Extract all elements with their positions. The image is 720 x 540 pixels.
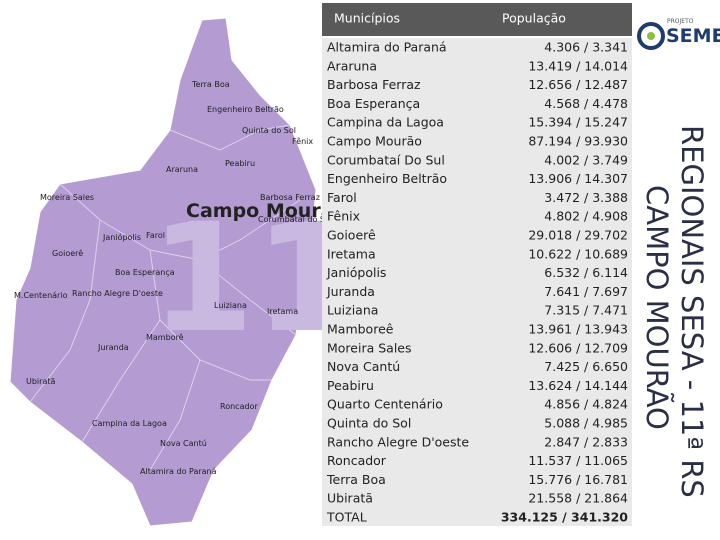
populacao-cell: 21.558 / 21.864 [528,491,628,506]
populacao-cell: 7.641 / 7.697 [544,284,628,299]
populacao-cell: 4.856 / 4.824 [544,397,628,412]
populacao-cell: 7.315 / 7.471 [544,303,628,318]
map-label: Altamira do Paraná [140,467,217,476]
total-value: 334.125 / 341.320 [501,510,628,525]
populacao-cell: 6.532 / 6.114 [544,265,628,280]
table-rows: Altamira do Paraná 4.306 / 3.341 Araruna 13… [326,40,628,525]
map-label: Engenheiro Beltrão [207,105,284,114]
logo: PROJETO SEMEAR [637,18,720,50]
map-label: Nova Cantú [160,439,207,448]
populacao-cell: 11.537 / 11.065 [528,453,628,468]
municipio-cell: Janiópolis [326,265,386,280]
populacao-cell: 15.394 / 15.247 [528,115,628,130]
map-label: Corumbataí do Sul [258,215,332,224]
map-label: Farol [146,231,165,240]
municipio-cell: Corumbataí Do Sul [327,152,445,167]
map-label: Iretama [267,307,298,316]
populacao-cell: 4.568 / 4.478 [544,96,628,111]
municipio-cell: Araruna [327,58,377,73]
map-label: Ubiratã [26,377,55,386]
map-label: Goioerê [52,248,83,258]
municipio-cell: Campina da Lagoa [327,115,444,130]
populacao-cell: 4.002 / 3.749 [544,152,628,167]
populacao-cell: 15.776 / 16.781 [528,472,628,487]
municipio-cell: Nova Cantú [327,359,400,374]
municipio-cell: Peabiru [327,378,374,393]
populacao-cell: 4.802 / 4.908 [544,209,628,224]
municipio-cell: Campo Mourão [327,134,422,149]
municipio-cell: Moreira Sales [327,340,412,355]
map-label: Luiziana [214,301,247,310]
map-label: Peabiru [225,159,255,168]
municipio-cell: Mamboreê [327,322,394,337]
map-label: Terra Boa [191,80,230,89]
populacao-cell: 87.194 / 93.930 [528,134,628,149]
populacao-cell: 13.419 / 14.014 [528,58,628,73]
map-label: Barbosa Ferraz [260,193,320,202]
map-region [9,17,317,527]
side-title: REGIONAIS SESA - 11ª RS [675,125,709,498]
municipio-cell: Altamira do Paraná [327,40,447,55]
populacao-cell: 13.961 / 13.943 [528,322,628,337]
map-borders [29,124,301,471]
populacao-cell: 13.906 / 14.307 [528,171,628,186]
municipio-cell: Boa Esperança [327,96,420,111]
map-labels: Terra Boa Engenheiro Beltrão Quinta do Sol… [14,80,332,476]
logo-name: SEMEAR [666,25,720,47]
populacao-cell: 29.018 / 29.702 [528,228,628,243]
municipio-cell: Luiziana [327,303,378,318]
map-label: Campina da Lagoa [92,419,167,428]
map-label: Juranda [97,343,129,352]
map-label: M.Centenário [14,291,68,300]
municipio-cell: Engenheiro Beltrão [327,171,447,186]
map-label: Mamborê [146,332,184,342]
populacao-cell: 12.656 / 12.487 [528,77,628,92]
municipio-cell: Rancho Alegre D'oeste [327,434,469,449]
municipio-cell: Iretama [327,246,376,261]
municipio-cell: Roncador [327,453,387,468]
logo-icon [647,32,655,40]
total-label: TOTAL [326,510,367,525]
municipio-cell: Fênix [327,209,360,224]
table-header-bg [322,3,632,36]
municipio-cell: Quinta do Sol [327,416,411,431]
header-cell: População [502,11,566,26]
city-label: Campo Mourão [186,200,347,222]
logo-icon [637,22,665,50]
map-label: Rancho Alegre D'oeste [72,289,163,298]
side-title: CAMPO MOURÃO [640,185,674,430]
municipio-cell: Quarto Centenário [327,397,443,412]
populacao-cell: 10.622 / 10.689 [528,246,628,261]
municipio-cell: Goioerê [327,228,376,243]
municipio-cell: Ubiratã [327,491,373,506]
logo-small: PROJETO [667,18,694,25]
populacao-cell: 2.847 / 2.833 [544,434,628,449]
populacao-cell: 3.472 / 3.388 [544,190,628,205]
table-body-bg [322,38,632,526]
populacao-cell: 7.425 / 6.650 [544,359,628,374]
map-label: Roncador [220,402,258,411]
map-label: Araruna [166,165,198,174]
map-label: Boa Esperança [115,268,175,277]
populacao-cell: 12.606 / 12.709 [528,340,628,355]
map-label: Janiópolis [102,232,141,242]
map-label: Fênix [292,136,313,146]
municipio-cell: Terra Boa [326,472,386,487]
populacao-cell: 4.306 / 3.341 [544,40,628,55]
populacao-cell: 13.624 / 14.144 [528,378,628,393]
header-cell: Municípios [334,11,400,26]
map-label: Moreira Sales [40,193,94,202]
municipio-cell: Barbosa Ferraz [327,77,421,92]
municipio-cell: Juranda [326,284,375,299]
map-label: Quinta do Sol [242,126,296,135]
populacao-cell: 5.088 / 4.985 [544,416,628,431]
municipio-cell: Farol [327,190,357,205]
